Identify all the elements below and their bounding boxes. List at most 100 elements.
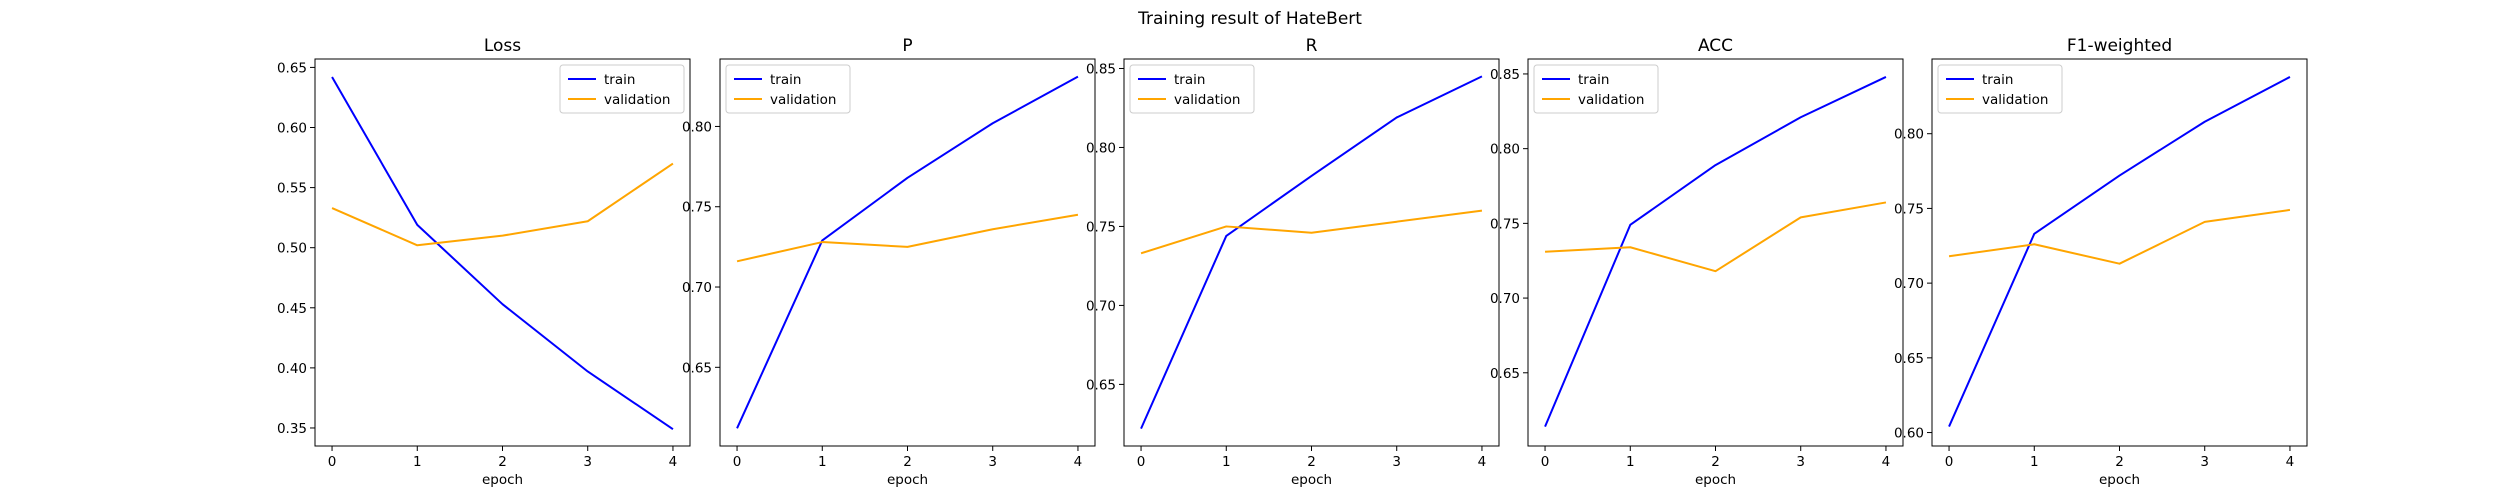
y-tick-label: 0.75 bbox=[1086, 219, 1116, 235]
x-tick-label: 3 bbox=[988, 454, 997, 470]
y-tick-label: 0.60 bbox=[277, 121, 307, 137]
y-tick-label: 0.80 bbox=[682, 119, 712, 135]
x-tick-label: 0 bbox=[1945, 454, 1954, 470]
chart-title: P bbox=[902, 36, 912, 56]
legend: train validation bbox=[1937, 64, 2063, 114]
legend-label-validation: validation bbox=[770, 92, 836, 108]
legend-label-train: train bbox=[1174, 72, 1205, 88]
chart-panel: Loss 0 1 2 3 4 0.35 0.40 0.45 0.50 0.55 0.60 0.65 epo… bbox=[277, 36, 691, 488]
series-line-train bbox=[1948, 76, 2291, 427]
series-line-validation bbox=[1948, 208, 2291, 265]
series-layer bbox=[1948, 76, 2291, 427]
y-tick-label: 0.85 bbox=[1490, 67, 1520, 83]
x-tick-label: 2 bbox=[903, 454, 912, 470]
x-tick-label: 3 bbox=[2200, 454, 2209, 470]
y-tick-label: 0.75 bbox=[1894, 201, 1924, 217]
x-tick-label: 1 bbox=[413, 454, 422, 470]
series-line-train bbox=[331, 76, 674, 430]
plot-frame bbox=[1527, 58, 1904, 447]
legend: train validation bbox=[1129, 64, 1255, 114]
chart-panel: R 0 1 2 3 4 0.65 0.70 0.75 0.80 0.85 epoch train vali… bbox=[1086, 36, 1500, 488]
chart-title: R bbox=[1306, 36, 1318, 56]
x-axis-label: epoch bbox=[1695, 472, 1736, 488]
figure-title: Training result of HateBert bbox=[1137, 9, 1362, 29]
plot-frame bbox=[1931, 58, 2308, 447]
y-tick-label: 0.65 bbox=[1894, 351, 1924, 367]
x-tick-label: 3 bbox=[1392, 454, 1401, 470]
y-tick-label: 0.55 bbox=[277, 181, 307, 197]
chart-title: Loss bbox=[484, 36, 521, 56]
y-tick-label: 0.80 bbox=[1086, 140, 1116, 156]
x-tick-label: 2 bbox=[2115, 454, 2124, 470]
y-tick-label: 0.50 bbox=[277, 241, 307, 257]
legend-frame bbox=[559, 64, 685, 114]
chart-panel: F1-weighted 0 1 2 3 4 0.60 0.65 0.70 0.75 0.80 epoc… bbox=[1894, 36, 2308, 488]
series-layer bbox=[1544, 76, 1887, 427]
legend-label-validation: validation bbox=[604, 92, 670, 108]
x-tick-label: 4 bbox=[1882, 454, 1891, 470]
legend-label-train: train bbox=[1982, 72, 2013, 88]
legend-frame bbox=[725, 64, 851, 114]
x-tick-label: 4 bbox=[1478, 454, 1487, 470]
y-tick-label: 0.85 bbox=[1086, 61, 1116, 77]
chart-panel: ACC 0 1 2 3 4 0.65 0.70 0.75 0.80 0.85 epoch train va… bbox=[1490, 36, 1904, 488]
y-tick-label: 0.40 bbox=[277, 361, 307, 377]
x-tick-label: 0 bbox=[328, 454, 337, 470]
x-tick-label: 4 bbox=[669, 454, 678, 470]
series-line-train bbox=[736, 75, 1079, 429]
x-tick-label: 1 bbox=[1626, 454, 1635, 470]
y-tick-label: 0.75 bbox=[1490, 216, 1520, 232]
series-layer bbox=[1140, 75, 1483, 430]
legend: train validation bbox=[1533, 64, 1659, 114]
legend-frame bbox=[1129, 64, 1255, 114]
series-line-validation bbox=[1544, 201, 1887, 273]
series-line-train bbox=[1140, 75, 1483, 430]
y-tick-label: 0.65 bbox=[1086, 377, 1116, 393]
chart-title: F1-weighted bbox=[2067, 36, 2172, 56]
x-axis-label: epoch bbox=[482, 472, 523, 488]
y-tick-label: 0.70 bbox=[1894, 276, 1924, 292]
y-tick-label: 0.75 bbox=[682, 200, 712, 216]
x-tick-label: 0 bbox=[733, 454, 742, 470]
legend-label-validation: validation bbox=[1982, 92, 2048, 108]
y-tick-label: 0.65 bbox=[1490, 366, 1520, 382]
y-tick-label: 0.80 bbox=[1894, 127, 1924, 143]
y-tick-label: 0.70 bbox=[1086, 298, 1116, 314]
plot-frame bbox=[314, 58, 691, 447]
y-tick-label: 0.70 bbox=[682, 280, 712, 296]
legend-label-validation: validation bbox=[1174, 92, 1240, 108]
y-tick-label: 0.80 bbox=[1490, 142, 1520, 158]
x-tick-label: 4 bbox=[2286, 454, 2295, 470]
x-axis-label: epoch bbox=[887, 472, 928, 488]
legend: train validation bbox=[725, 64, 851, 114]
chart-panel: P 0 1 2 3 4 0.65 0.70 0.75 0.80 epoch train validati… bbox=[682, 36, 1096, 488]
x-tick-label: 3 bbox=[583, 454, 592, 470]
y-tick-label: 0.60 bbox=[1894, 426, 1924, 442]
x-tick-label: 2 bbox=[498, 454, 507, 470]
x-tick-label: 1 bbox=[818, 454, 827, 470]
legend-label-validation: validation bbox=[1578, 92, 1644, 108]
legend-frame bbox=[1533, 64, 1659, 114]
plot-frame bbox=[1123, 58, 1500, 447]
x-tick-label: 1 bbox=[1222, 454, 1231, 470]
x-tick-label: 1 bbox=[2030, 454, 2039, 470]
chart-panels: Loss 0 1 2 3 4 0.35 0.40 0.45 0.50 0.55 0.60 0.65 epo… bbox=[277, 36, 2308, 488]
x-axis-label: epoch bbox=[2099, 472, 2140, 488]
x-axis-label: epoch bbox=[1291, 472, 1332, 488]
y-tick-label: 0.65 bbox=[682, 360, 712, 376]
y-tick-label: 0.65 bbox=[277, 60, 307, 76]
y-tick-label: 0.45 bbox=[277, 301, 307, 317]
x-tick-label: 4 bbox=[1074, 454, 1083, 470]
x-tick-label: 0 bbox=[1541, 454, 1550, 470]
series-line-validation bbox=[331, 162, 674, 247]
x-tick-label: 3 bbox=[1796, 454, 1805, 470]
legend-label-train: train bbox=[1578, 72, 1609, 88]
legend-frame bbox=[1937, 64, 2063, 114]
y-tick-label: 0.35 bbox=[277, 421, 307, 437]
x-tick-label: 2 bbox=[1307, 454, 1316, 470]
x-tick-label: 2 bbox=[1711, 454, 1720, 470]
legend-label-train: train bbox=[770, 72, 801, 88]
legend: train validation bbox=[559, 64, 685, 114]
series-layer bbox=[331, 76, 674, 430]
